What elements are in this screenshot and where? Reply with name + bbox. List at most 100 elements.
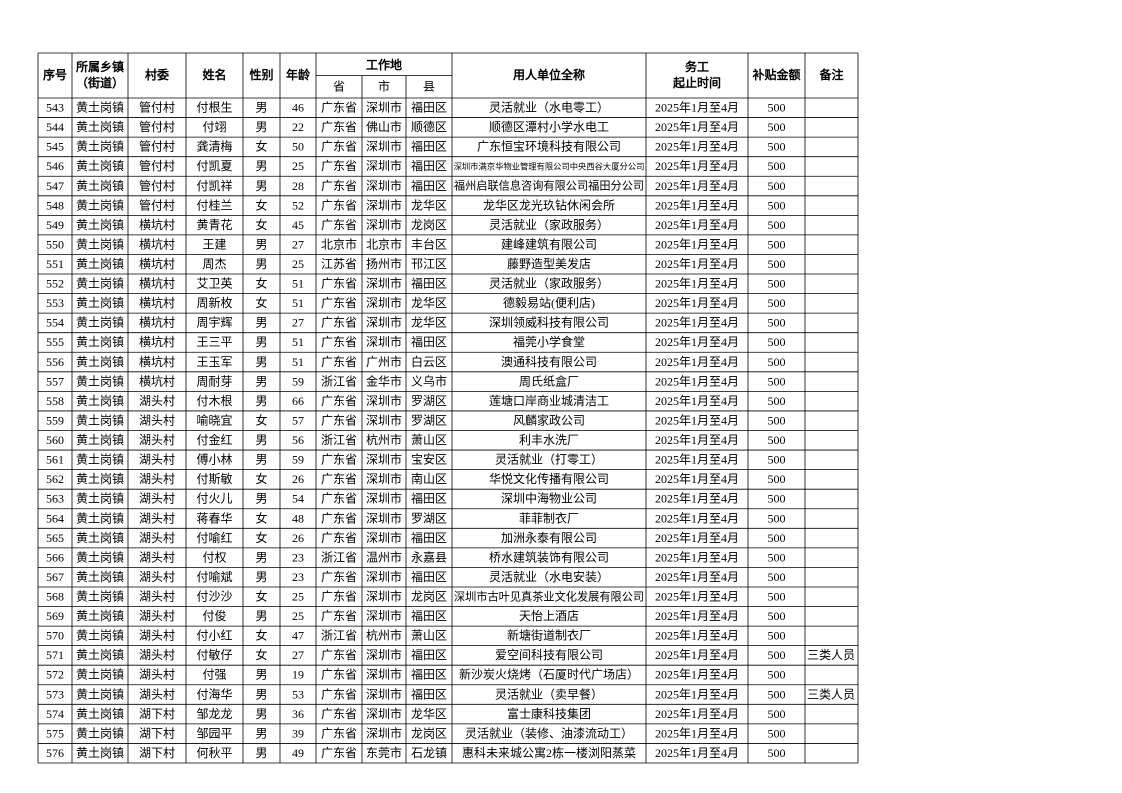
table-cell: 付根生 xyxy=(196,101,232,115)
table-cell: 湖头村 xyxy=(139,393,175,408)
table-cell: 广东省 xyxy=(321,296,357,310)
table-cell: 邹龙龙 xyxy=(196,707,232,721)
table-cell: 黄土岗镇 xyxy=(76,433,124,447)
table-cell: 2025年1月至4月 xyxy=(655,237,739,251)
table-cell: 藤野造型美发店 xyxy=(507,256,591,271)
table-cell: 黄青花 xyxy=(196,217,232,232)
table-cell: 湖头村 xyxy=(139,667,175,682)
table-cell: 金华市 xyxy=(366,373,402,388)
table-cell: 深圳市 xyxy=(366,530,402,545)
table-cell: 建峰建筑有限公司 xyxy=(501,236,597,251)
table-cell: 广东省 xyxy=(321,746,357,760)
table-cell: 福莞小学食堂 xyxy=(513,334,585,349)
table-cell: 2025年1月至4月 xyxy=(655,453,739,467)
table-cell: 500 xyxy=(768,590,786,604)
table-cell: 福田区 xyxy=(411,686,447,701)
table-cell: 男 xyxy=(255,374,267,388)
table-cell: 562 xyxy=(46,472,64,486)
table-cell: 龙岗区 xyxy=(411,218,447,232)
table-cell: 52 xyxy=(292,198,304,212)
table-cell: 574 xyxy=(46,707,64,721)
table-cell: 554 xyxy=(46,316,64,330)
table-cell: 北京市 xyxy=(366,236,402,251)
table-cell: 2025年1月至4月 xyxy=(655,433,739,447)
table-cell: 黄土岗镇 xyxy=(76,726,124,740)
table-cell: 利丰水洗厂 xyxy=(519,433,579,447)
table-cell: 2025年1月至4月 xyxy=(655,277,739,291)
table-cell: 2025年1月至4月 xyxy=(655,316,739,330)
table-cell: 深圳市 xyxy=(366,725,402,740)
table-cell: 男 xyxy=(255,726,267,740)
table-cell: 2025年1月至4月 xyxy=(655,590,739,604)
table-cell: 广东省 xyxy=(321,101,357,115)
table-cell: 2025年1月至4月 xyxy=(655,570,739,584)
table-cell: 39 xyxy=(292,726,304,740)
table-cell: 500 xyxy=(768,726,786,740)
table-cell: 2025年1月至4月 xyxy=(655,492,739,506)
table-cell: 广东省 xyxy=(321,609,357,623)
table-cell: 2025年1月至4月 xyxy=(655,531,739,545)
table-cell: 广东省 xyxy=(321,570,357,584)
table-cell: 25 xyxy=(292,609,304,623)
table-cell: 白云区 xyxy=(411,354,447,369)
table-cell: 付金红 xyxy=(196,432,232,447)
table-cell: 喻晓宜 xyxy=(196,412,232,427)
table-cell: 管付村 xyxy=(139,139,175,154)
table-cell: 女 xyxy=(255,412,267,427)
table-cell: 福田区 xyxy=(411,276,447,291)
table-cell: 广东省 xyxy=(321,120,357,134)
table-cell: 黄土岗镇 xyxy=(76,140,124,154)
table-cell: 女 xyxy=(255,197,267,212)
table-cell: 500 xyxy=(768,707,786,721)
table-cell: 500 xyxy=(768,453,786,467)
table-cell: 500 xyxy=(768,629,786,643)
table-cell: 王建 xyxy=(202,237,226,251)
table-cell: 广东省 xyxy=(321,726,357,740)
table-cell: 灵活就业（打零工） xyxy=(495,453,603,467)
table-cell: 男 xyxy=(255,101,267,115)
table-cell: 萧山区 xyxy=(411,433,447,447)
table-cell: 顺德区 xyxy=(411,119,447,134)
table-cell: 深圳市 xyxy=(366,452,402,467)
table-cell: 572 xyxy=(46,668,64,682)
table-cell: 2025年1月至4月 xyxy=(655,511,739,525)
table-cell: 2025年1月至4月 xyxy=(655,198,739,212)
table-cell: 邹园平 xyxy=(196,726,232,740)
table-cell: 547 xyxy=(46,179,64,193)
table-cell: 德毅易站(便利店) xyxy=(503,295,595,310)
table-cell: 50 xyxy=(292,140,304,154)
subheader-cell: 省 xyxy=(333,80,345,94)
table-cell: 广东省 xyxy=(321,335,357,349)
table-cell: 湖头村 xyxy=(139,569,175,584)
table-cell: 500 xyxy=(768,609,786,623)
header-cell: 序号 xyxy=(43,67,67,82)
table-cell: 551 xyxy=(46,257,64,271)
table-cell: 付沙沙 xyxy=(196,590,232,604)
table-cell: 女 xyxy=(255,276,267,291)
table-cell: 559 xyxy=(46,413,64,427)
table-cell: 深圳市 xyxy=(366,510,402,525)
table-cell: 黄土岗镇 xyxy=(76,590,124,604)
table-cell: 付强 xyxy=(202,668,226,682)
table-cell: 宝安区 xyxy=(411,452,447,467)
table-cell: 灵活就业（家政服务） xyxy=(489,217,609,232)
table-cell: 548 xyxy=(46,198,64,212)
table-cell: 2025年1月至4月 xyxy=(655,668,739,682)
table-cell: 菲菲制衣厂 xyxy=(519,510,579,525)
table-cell: 26 xyxy=(292,472,304,486)
table-cell: 56 xyxy=(292,433,304,447)
table-cell: 湖头村 xyxy=(139,452,175,467)
table-cell: 广东省 xyxy=(321,648,357,662)
table-cell: 2025年1月至4月 xyxy=(655,159,739,173)
table-cell: 2025年1月至4月 xyxy=(655,179,739,193)
table-cell: 横坑村 xyxy=(139,373,175,388)
table-cell: 付喻红 xyxy=(196,530,232,545)
table-cell: 560 xyxy=(46,433,64,447)
table-cell: 付凯祥 xyxy=(196,179,232,193)
table-cell: 黄土岗镇 xyxy=(76,277,124,291)
table-cell: 三类人员 xyxy=(807,648,855,662)
table-cell: 女 xyxy=(255,589,267,604)
table-cell: 2025年1月至4月 xyxy=(655,687,739,701)
table-cell: 59 xyxy=(292,374,304,388)
table-cell: 福田区 xyxy=(411,569,447,584)
